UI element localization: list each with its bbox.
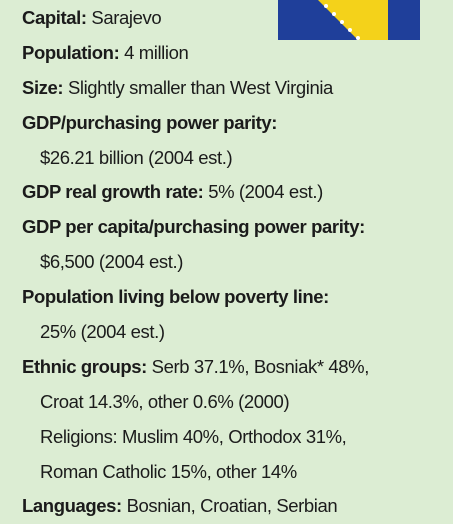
fact-label: GDP/purchasing power parity: (22, 111, 278, 133)
fact-line: Capital: Sarajevo (22, 1, 447, 36)
fact-line: Population living below poverty line: (22, 280, 447, 315)
facts-list: Capital: Sarajevo Population: 4 million Si… (22, 1, 447, 524)
fact-line: GDP per capita/purchasing power parity: (22, 210, 447, 245)
fact-line: Languages: Bosnian, Croatian, Serbian (22, 489, 447, 524)
fact-continued: Roman Catholic 15%, other 14% (40, 460, 297, 482)
fact-continued: 25% (2004 est.) (40, 321, 165, 343)
fact-line: GDP real growth rate: 5% (2004 est.) (22, 175, 447, 210)
fact-value: Slightly smaller than West Virginia (67, 76, 333, 98)
fact-label: Capital: (22, 7, 87, 28)
fact-continued: $26.21 billion (2004 est.) (40, 146, 233, 168)
fact-line: Ethnic groups: Serb 37.1%, Bosniak* 48%, (22, 350, 447, 385)
fact-line: Size: Slightly smaller than West Virgini… (22, 71, 447, 106)
fact-continued: Croat 14.3%, other 0.6% (2000) (40, 390, 290, 412)
fact-label: Ethnic groups: (22, 355, 147, 377)
fact-value: 5% (2004 est.) (208, 181, 323, 203)
fact-value: Bosnian, Croatian, Serbian (126, 495, 338, 517)
fact-continued: $6,500 (2004 est.) (40, 251, 183, 273)
fact-label: GDP per capita/purchasing power parity: (22, 216, 365, 238)
fact-value: Sarajevo (91, 7, 162, 28)
fact-label: Size: (22, 76, 64, 98)
fact-label: Population living below poverty line: (22, 286, 329, 308)
fact-value: 4 million (124, 41, 189, 63)
fact-label: Languages: (22, 495, 122, 517)
fact-line: GDP/purchasing power parity: (22, 106, 447, 141)
fact-label: GDP real growth rate: (22, 181, 204, 203)
flag (278, 0, 420, 40)
fact-line: Population: 4 million (22, 36, 447, 71)
fact-value: Serb 37.1%, Bosniak* 48%, (151, 355, 370, 377)
fact-continued: Religions: Muslim 40%, Orthodox 31%, (40, 425, 347, 447)
fact-label: Population: (22, 41, 120, 63)
